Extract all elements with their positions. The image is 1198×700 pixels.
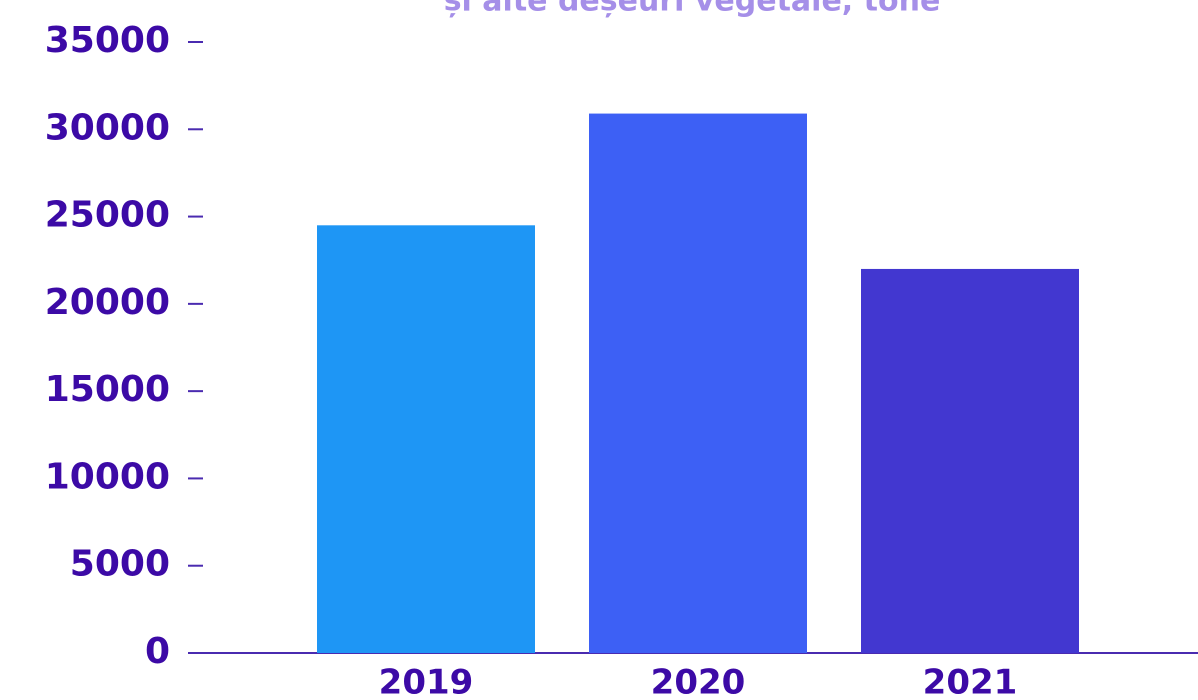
chart-title: și alte deșeuri vegetale, tone: [444, 0, 941, 19]
bar: [317, 225, 535, 654]
y-tick-label: 10000: [45, 456, 170, 497]
y-tick-label: 25000: [45, 195, 170, 236]
x-tick-label: 2021: [923, 663, 1018, 700]
y-tick-label: 15000: [45, 369, 170, 410]
y-tick-label: 5000: [70, 544, 170, 585]
x-tick-label: 2020: [651, 663, 746, 700]
bar: [589, 113, 807, 654]
y-tick-label: 20000: [45, 282, 170, 323]
y-tick-label: 30000: [45, 107, 170, 148]
bar: [861, 268, 1079, 653]
y-tick-label: 35000: [45, 20, 170, 61]
x-tick-label: 2019: [379, 663, 474, 700]
y-tick-label: 0: [145, 631, 170, 672]
